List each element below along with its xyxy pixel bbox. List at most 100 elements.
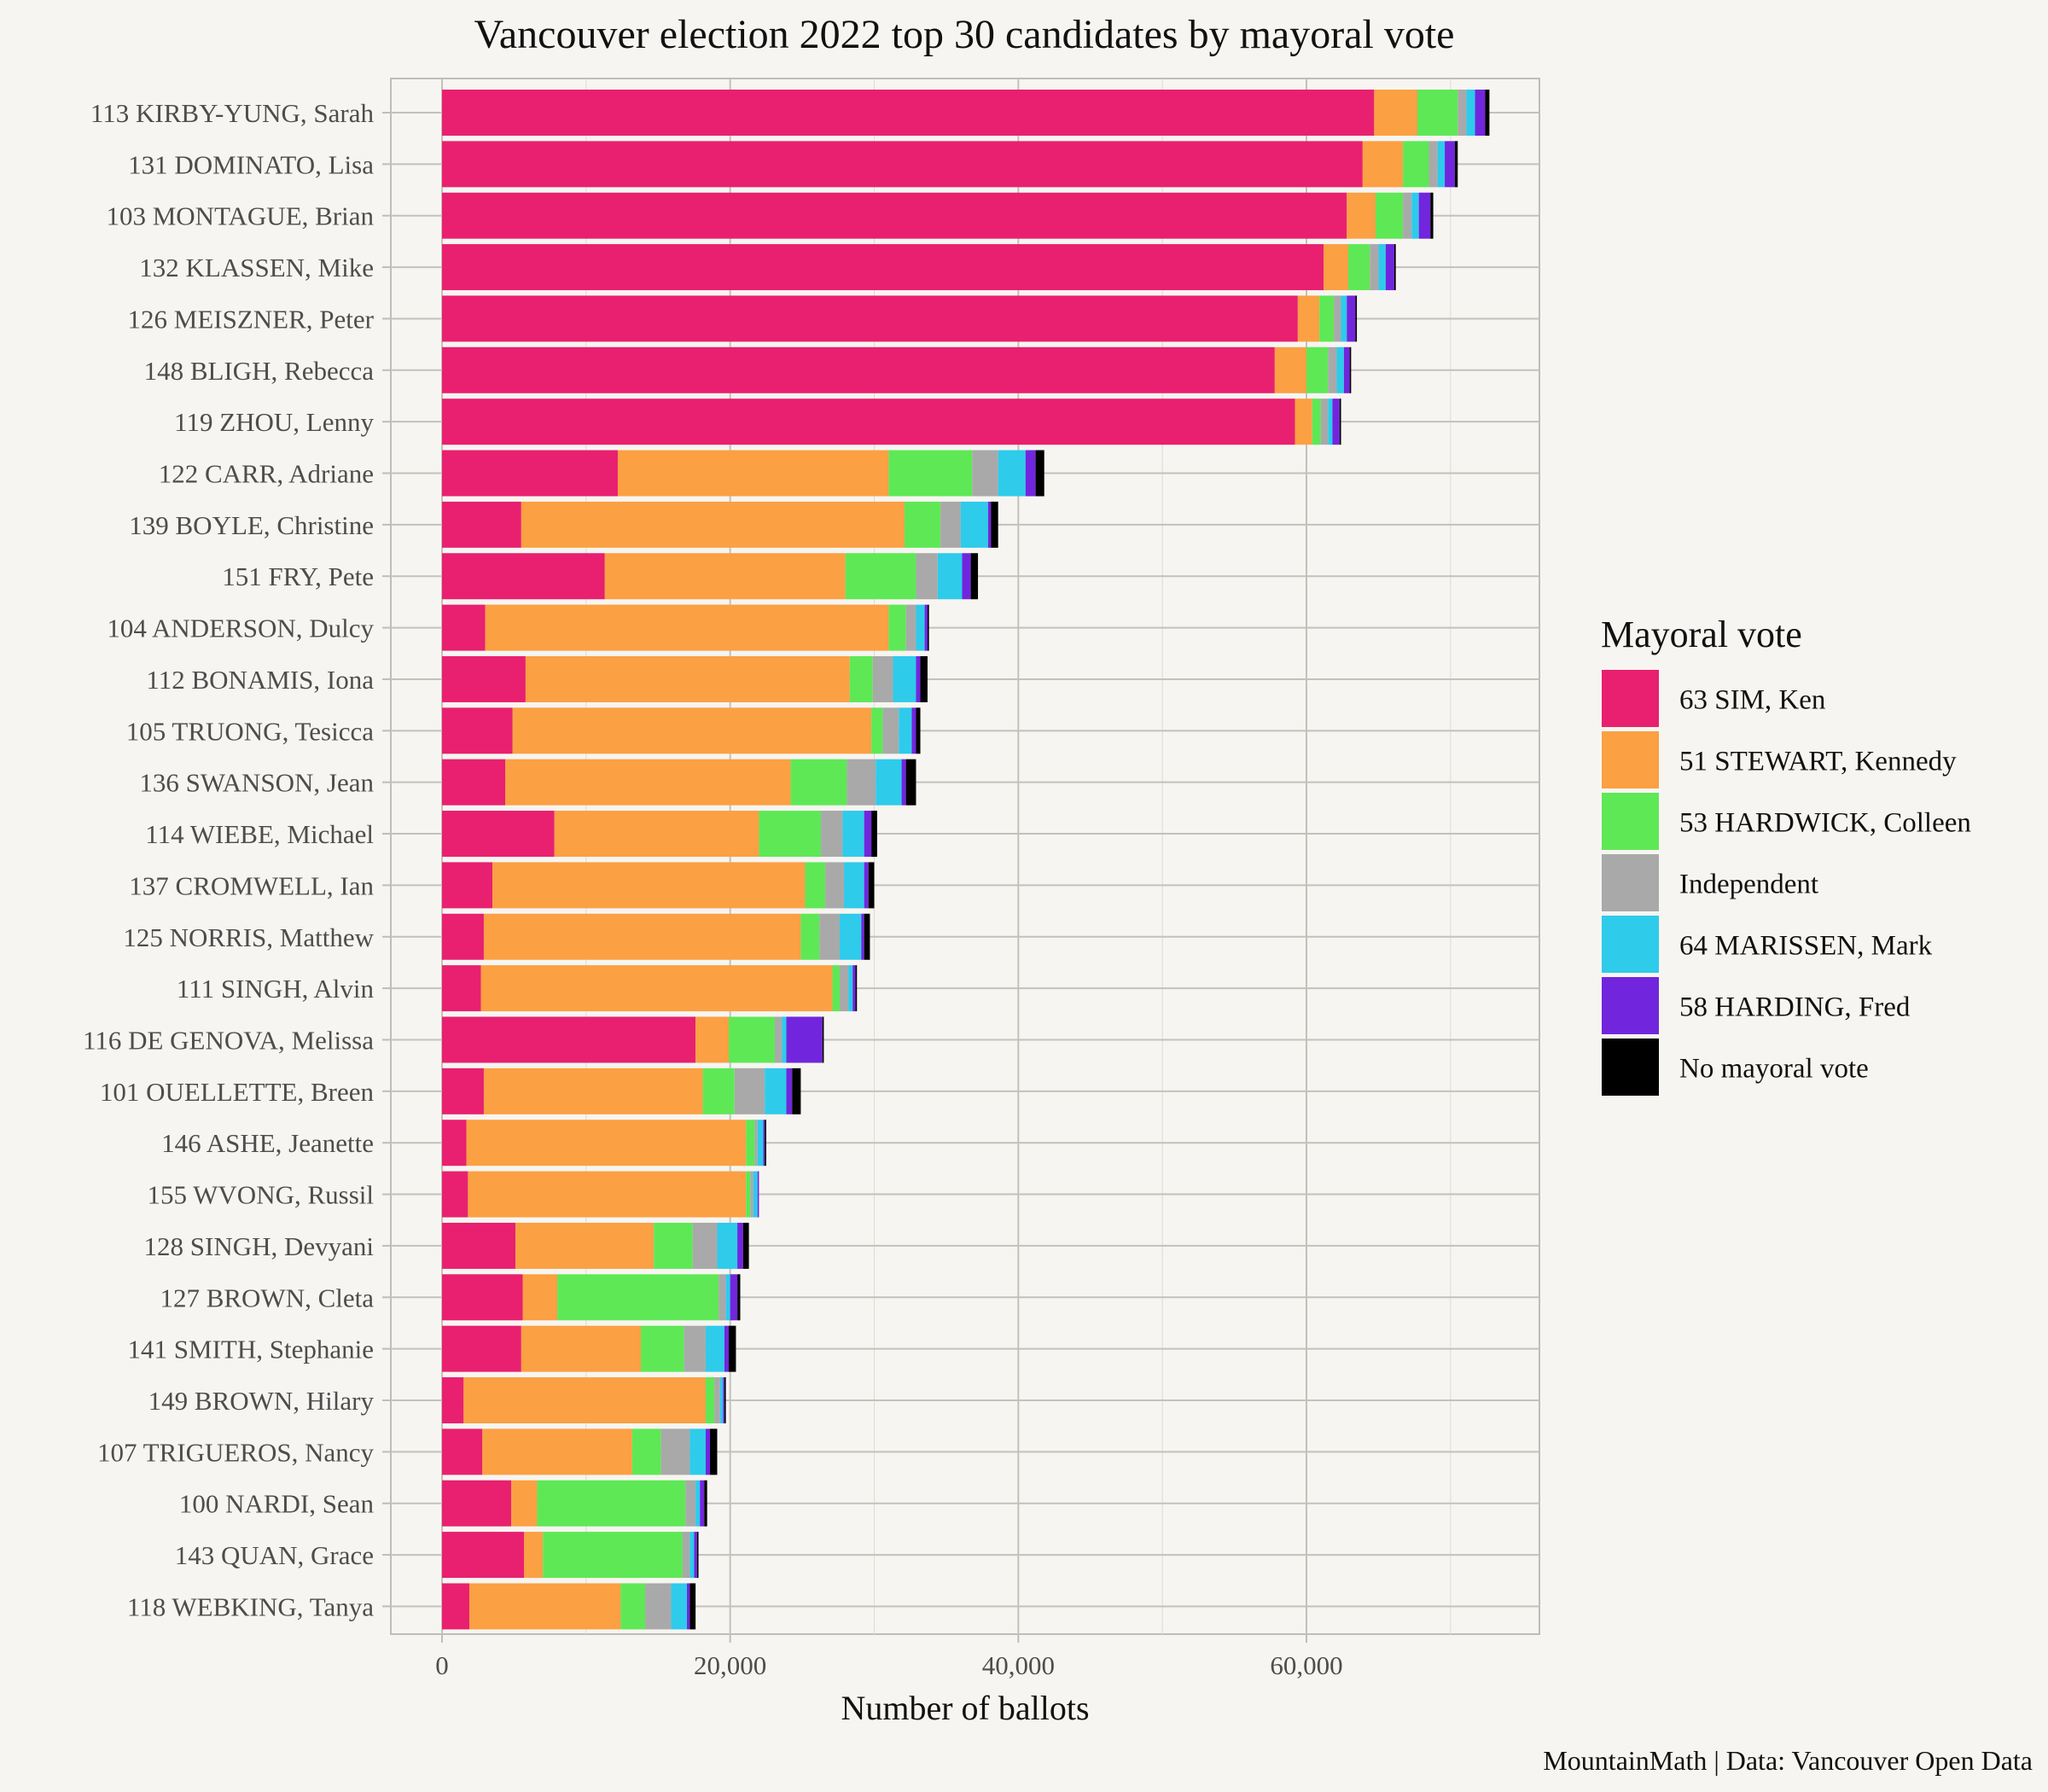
bar-segment bbox=[876, 759, 902, 806]
bar-segment bbox=[1274, 346, 1306, 393]
bar-segment bbox=[1428, 141, 1438, 188]
bar-segment bbox=[987, 501, 992, 548]
bar-segment bbox=[695, 1480, 701, 1527]
bar-segment bbox=[1403, 141, 1429, 188]
legend-swatch bbox=[1602, 977, 1659, 1034]
bar-segment bbox=[442, 1222, 516, 1269]
bar-segment bbox=[522, 1274, 558, 1321]
bar-segment bbox=[962, 553, 971, 600]
bar-segment bbox=[442, 1480, 512, 1527]
bar-segment bbox=[442, 1583, 470, 1630]
bar-segment bbox=[1374, 90, 1418, 136]
bar-segment bbox=[765, 1068, 787, 1114]
bar-segment bbox=[442, 604, 486, 651]
bar-segment bbox=[737, 1222, 743, 1269]
bar-segment bbox=[442, 759, 506, 806]
bar-segment bbox=[645, 1583, 672, 1630]
bar-segment bbox=[557, 1274, 719, 1321]
legend-label: 53 HARDWICK, Colleen bbox=[1679, 808, 1971, 839]
bar-segment bbox=[839, 913, 862, 960]
bar-segment bbox=[689, 1428, 706, 1475]
bar-segment bbox=[1457, 90, 1467, 136]
bar-segment bbox=[805, 862, 826, 909]
bar-segment bbox=[442, 913, 484, 960]
x-axis: 0 20,000 40,000 60,000 bbox=[435, 1634, 1343, 1680]
bar-segment bbox=[442, 90, 1375, 136]
bar-segment bbox=[719, 1377, 724, 1423]
bar-segment bbox=[1376, 192, 1404, 239]
bar-segment bbox=[525, 655, 850, 702]
bar-segment bbox=[1403, 192, 1412, 239]
y-tick-label: 148 BLIGH, Rebecca bbox=[144, 356, 375, 386]
bar-segment bbox=[757, 1120, 764, 1167]
bar-segment bbox=[728, 1325, 736, 1372]
y-tick-label: 128 SINGH, Devyani bbox=[144, 1231, 375, 1261]
bar-segment bbox=[1466, 90, 1475, 136]
y-tick-label: 114 WIEBE, Michael bbox=[145, 819, 374, 849]
bar-segment bbox=[746, 1171, 751, 1218]
bar-segment bbox=[521, 501, 905, 548]
bar-segment bbox=[1334, 295, 1341, 342]
bar-segment bbox=[521, 1325, 641, 1372]
bar-segment bbox=[442, 862, 493, 909]
bar-segment bbox=[832, 965, 840, 1012]
bar-segment bbox=[1328, 346, 1337, 393]
bar-segment bbox=[1312, 399, 1321, 445]
bar-segment bbox=[442, 1120, 467, 1167]
bar-segment bbox=[724, 1325, 729, 1372]
legend-label: Independent bbox=[1679, 870, 1818, 900]
bar-segment bbox=[442, 450, 618, 497]
bar-segment bbox=[1378, 244, 1386, 291]
y-tick-label: 149 BROWN, Hilary bbox=[148, 1386, 375, 1416]
bar-segment bbox=[905, 604, 916, 651]
x-axis-title: Number of ballots bbox=[841, 1689, 1089, 1727]
bar-segment bbox=[684, 1325, 706, 1372]
bar-segment bbox=[775, 1016, 783, 1063]
bar-segment bbox=[759, 811, 822, 858]
bar-segment bbox=[864, 811, 872, 858]
y-tick-label: 143 QUAN, Grace bbox=[175, 1540, 374, 1570]
legend: Mayoral vote 63 SIM, Ken 51 STEWART, Kenn… bbox=[1601, 614, 1971, 1096]
bar-segment bbox=[1393, 244, 1396, 291]
bar-segment bbox=[466, 1120, 747, 1167]
bar-segment bbox=[861, 913, 864, 960]
y-tick-label: 141 SMITH, Stephanie bbox=[128, 1335, 374, 1364]
bar-segment bbox=[469, 1583, 621, 1630]
legend-label: 64 MARISSEN, Mark bbox=[1679, 931, 1933, 962]
bar-segment bbox=[704, 1480, 707, 1527]
bar-segment bbox=[442, 965, 481, 1012]
bar-segment bbox=[753, 1171, 758, 1218]
bar-segment bbox=[1332, 399, 1340, 445]
bar-segment bbox=[1485, 90, 1490, 136]
bar-segment bbox=[868, 862, 875, 909]
bar-segment bbox=[1411, 192, 1419, 239]
bar-segment bbox=[839, 965, 849, 1012]
bar-segment bbox=[792, 1068, 801, 1114]
bar-segment bbox=[723, 1377, 724, 1423]
bar-segment bbox=[864, 862, 869, 909]
bar-segment bbox=[916, 707, 921, 754]
bar-segment bbox=[1437, 141, 1446, 188]
bar-segment bbox=[842, 811, 864, 858]
bar-segment bbox=[1297, 295, 1320, 342]
bar-segment bbox=[904, 501, 941, 548]
bar-segment bbox=[844, 862, 864, 909]
bar-segment bbox=[1324, 244, 1348, 291]
bar-segment bbox=[847, 759, 876, 806]
bar-segment bbox=[725, 1274, 730, 1321]
bar-segment bbox=[671, 1583, 688, 1630]
bar-segment bbox=[689, 1583, 696, 1630]
bar-segment bbox=[705, 1325, 724, 1372]
bar-segment bbox=[782, 1016, 787, 1063]
bar-segment bbox=[442, 1274, 523, 1321]
bar-segment bbox=[750, 1171, 753, 1218]
bar-segment bbox=[640, 1325, 684, 1372]
bar-segment bbox=[872, 655, 893, 702]
bar-segment bbox=[855, 965, 858, 1012]
bar-segment bbox=[695, 1016, 729, 1063]
y-tick-label: 119 ZHOU, Lenny bbox=[174, 407, 374, 437]
y-tick-label: 118 WEBKING, Tanya bbox=[127, 1591, 374, 1621]
bar-segment bbox=[442, 295, 1298, 342]
legend-swatch bbox=[1602, 854, 1659, 911]
